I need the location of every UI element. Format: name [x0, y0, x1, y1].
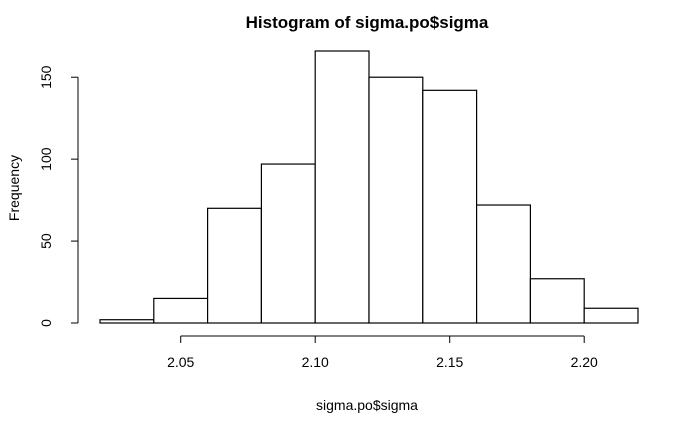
- y-tick-label: 0: [38, 319, 54, 327]
- histogram-bar-3: [260, 163, 316, 324]
- x-axis: 2.05 2.10 2.15 2.20: [167, 335, 598, 370]
- y-tick-label: 150: [38, 65, 54, 89]
- histogram-bar-1: [153, 297, 209, 324]
- chart-title: Histogram of sigma.po$sigma: [246, 13, 489, 32]
- x-tick-label: 2.10: [302, 354, 329, 370]
- x-tick-label: 2.20: [571, 354, 598, 370]
- y-axis-label: Frequency: [6, 155, 22, 221]
- histogram-bar-9: [583, 307, 639, 324]
- histogram-bar-5: [368, 76, 424, 324]
- histogram-bar-0: [99, 319, 155, 324]
- y-tick-label: 50: [38, 233, 54, 249]
- histogram-bar-7: [476, 204, 532, 324]
- histogram-bar-4: [314, 50, 370, 324]
- bars-group: [99, 50, 639, 324]
- y-tick-label: 100: [38, 147, 54, 171]
- histogram-bar-2: [207, 207, 263, 324]
- histogram-bar-6: [422, 89, 478, 324]
- y-axis: 0 50 100 150: [38, 65, 79, 327]
- x-tick-label: 2.15: [436, 354, 463, 370]
- x-tick-label: 2.05: [167, 354, 194, 370]
- histogram-bar-8: [529, 278, 585, 324]
- x-axis-label: sigma.po$sigma: [316, 397, 418, 413]
